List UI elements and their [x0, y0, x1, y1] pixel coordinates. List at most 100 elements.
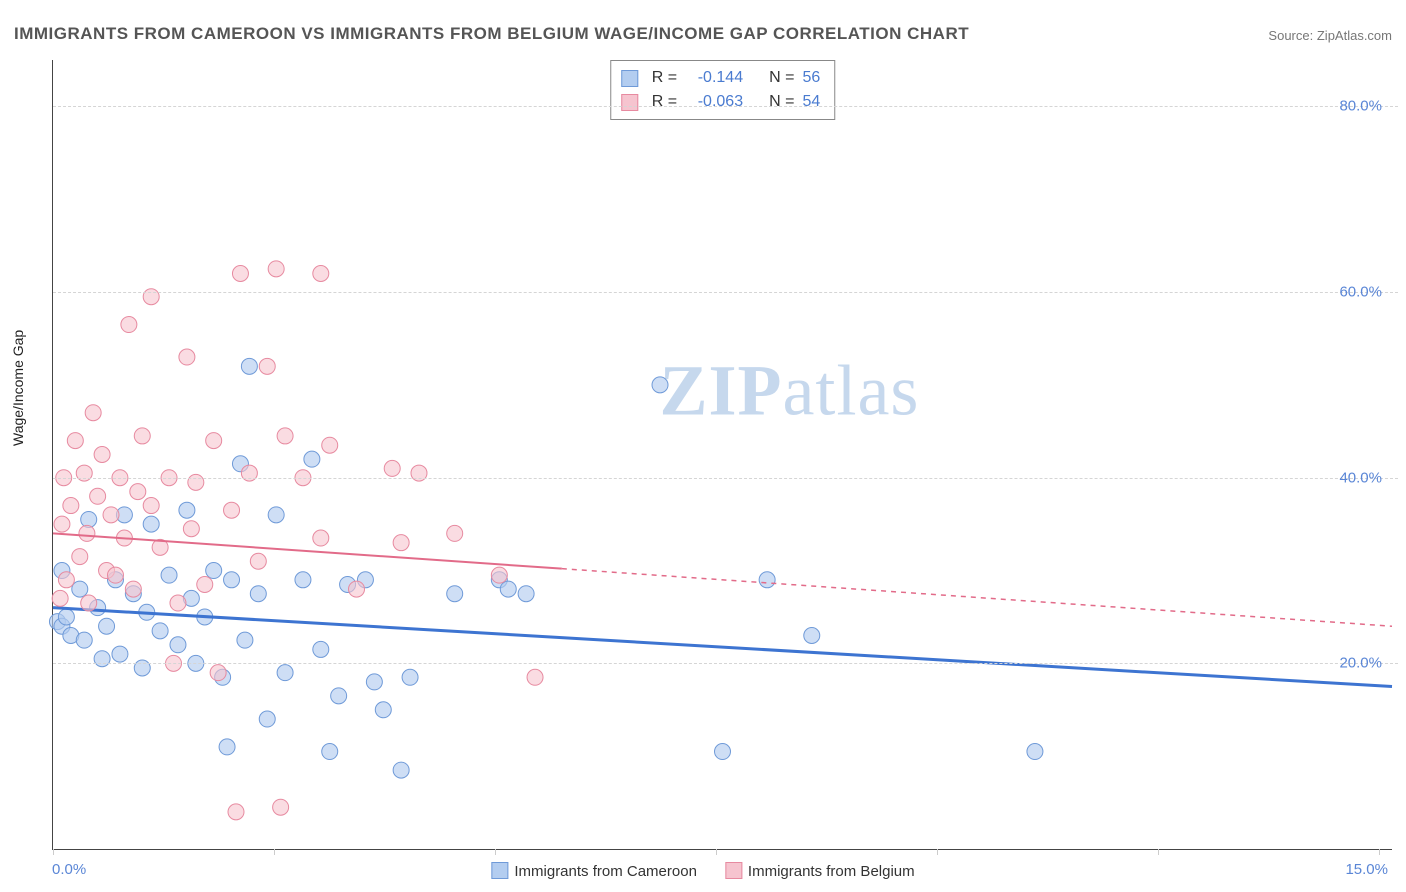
- stats-r-value: -0.144: [685, 66, 743, 90]
- data-point: [94, 447, 110, 463]
- plot-area: ZIPatlas R =-0.144N =56R =-0.063N =54 20…: [52, 60, 1392, 850]
- data-point: [125, 581, 141, 597]
- stats-r-label: R =: [652, 66, 677, 90]
- grid-line: [53, 292, 1398, 293]
- data-point: [1027, 744, 1043, 760]
- data-point: [518, 586, 534, 602]
- data-point: [295, 572, 311, 588]
- data-point: [121, 317, 137, 333]
- data-point: [366, 674, 382, 690]
- stats-box: R = -0.144 N = 56R =-0.063N =54: [610, 60, 835, 120]
- data-point: [224, 502, 240, 518]
- data-point: [81, 595, 97, 611]
- data-point: [277, 665, 293, 681]
- x-tick: [937, 849, 938, 855]
- y-tick-label: 20.0%: [1339, 655, 1382, 672]
- legend-swatch: [621, 70, 638, 87]
- bottom-legend: Immigrants from Cameroon Immigrants from …: [491, 862, 914, 880]
- data-point: [447, 586, 463, 602]
- data-point: [103, 507, 119, 523]
- data-point: [349, 581, 365, 597]
- data-point: [228, 804, 244, 820]
- x-tick: [1379, 849, 1380, 855]
- data-point: [143, 498, 159, 514]
- data-point: [250, 586, 266, 602]
- grid-line: [53, 478, 1398, 479]
- x-tick: [716, 849, 717, 855]
- data-point: [179, 502, 195, 518]
- stats-n-value: 56: [802, 66, 820, 90]
- data-point: [250, 553, 266, 569]
- data-point: [152, 623, 168, 639]
- chart-svg: [53, 60, 1392, 849]
- data-point: [384, 460, 400, 476]
- data-point: [304, 451, 320, 467]
- data-point: [447, 525, 463, 541]
- data-point: [527, 669, 543, 685]
- source-value: ZipAtlas.com: [1317, 28, 1392, 43]
- data-point: [652, 377, 668, 393]
- data-point: [273, 799, 289, 815]
- grid-line: [53, 663, 1398, 664]
- data-point: [143, 516, 159, 532]
- data-point: [79, 525, 95, 541]
- data-point: [313, 265, 329, 281]
- x-tick: [53, 849, 54, 855]
- data-point: [206, 563, 222, 579]
- x-tick: [1158, 849, 1159, 855]
- data-point: [219, 739, 235, 755]
- trend-line: [53, 533, 562, 568]
- data-point: [313, 641, 329, 657]
- x-tick: [495, 849, 496, 855]
- data-point: [491, 567, 507, 583]
- data-point: [268, 507, 284, 523]
- data-point: [134, 428, 150, 444]
- data-point: [375, 702, 391, 718]
- data-point: [268, 261, 284, 277]
- trend-line-dashed: [562, 569, 1392, 627]
- data-point: [759, 572, 775, 588]
- data-point: [107, 567, 123, 583]
- data-point: [58, 609, 74, 625]
- y-tick-label: 40.0%: [1339, 469, 1382, 486]
- legend-label: Immigrants from Belgium: [748, 863, 915, 880]
- legend-swatch: [621, 94, 638, 111]
- data-point: [54, 516, 70, 532]
- data-point: [67, 433, 83, 449]
- data-point: [277, 428, 293, 444]
- page-title: IMMIGRANTS FROM CAMEROON VS IMMIGRANTS F…: [14, 24, 969, 44]
- data-point: [241, 358, 257, 374]
- data-point: [232, 265, 248, 281]
- data-point: [402, 669, 418, 685]
- data-point: [313, 530, 329, 546]
- data-point: [331, 688, 347, 704]
- legend-item: Immigrants from Belgium: [725, 862, 915, 880]
- y-tick-label: 80.0%: [1339, 98, 1382, 115]
- trend-line: [53, 608, 1392, 687]
- x-axis-max-label: 15.0%: [1345, 861, 1388, 878]
- stats-r-label: R =: [652, 90, 677, 114]
- data-point: [179, 349, 195, 365]
- data-point: [130, 484, 146, 500]
- stats-row: R =-0.063N =54: [621, 90, 820, 114]
- data-point: [81, 511, 97, 527]
- data-point: [161, 567, 177, 583]
- stats-row: R = -0.144 N = 56: [621, 66, 820, 90]
- data-point: [63, 498, 79, 514]
- y-tick-label: 60.0%: [1339, 284, 1382, 301]
- data-point: [197, 576, 213, 592]
- data-point: [85, 405, 101, 421]
- x-tick: [274, 849, 275, 855]
- legend-label: Immigrants from Cameroon: [514, 863, 697, 880]
- data-point: [170, 595, 186, 611]
- legend-swatch: [491, 862, 508, 879]
- data-point: [112, 646, 128, 662]
- data-point: [804, 628, 820, 644]
- data-point: [170, 637, 186, 653]
- data-point: [322, 744, 338, 760]
- source-credit: Source: ZipAtlas.com: [1268, 28, 1392, 43]
- stats-n-label: N =: [769, 66, 794, 90]
- data-point: [183, 521, 199, 537]
- legend-swatch: [725, 862, 742, 879]
- legend-item: Immigrants from Cameroon: [491, 862, 697, 880]
